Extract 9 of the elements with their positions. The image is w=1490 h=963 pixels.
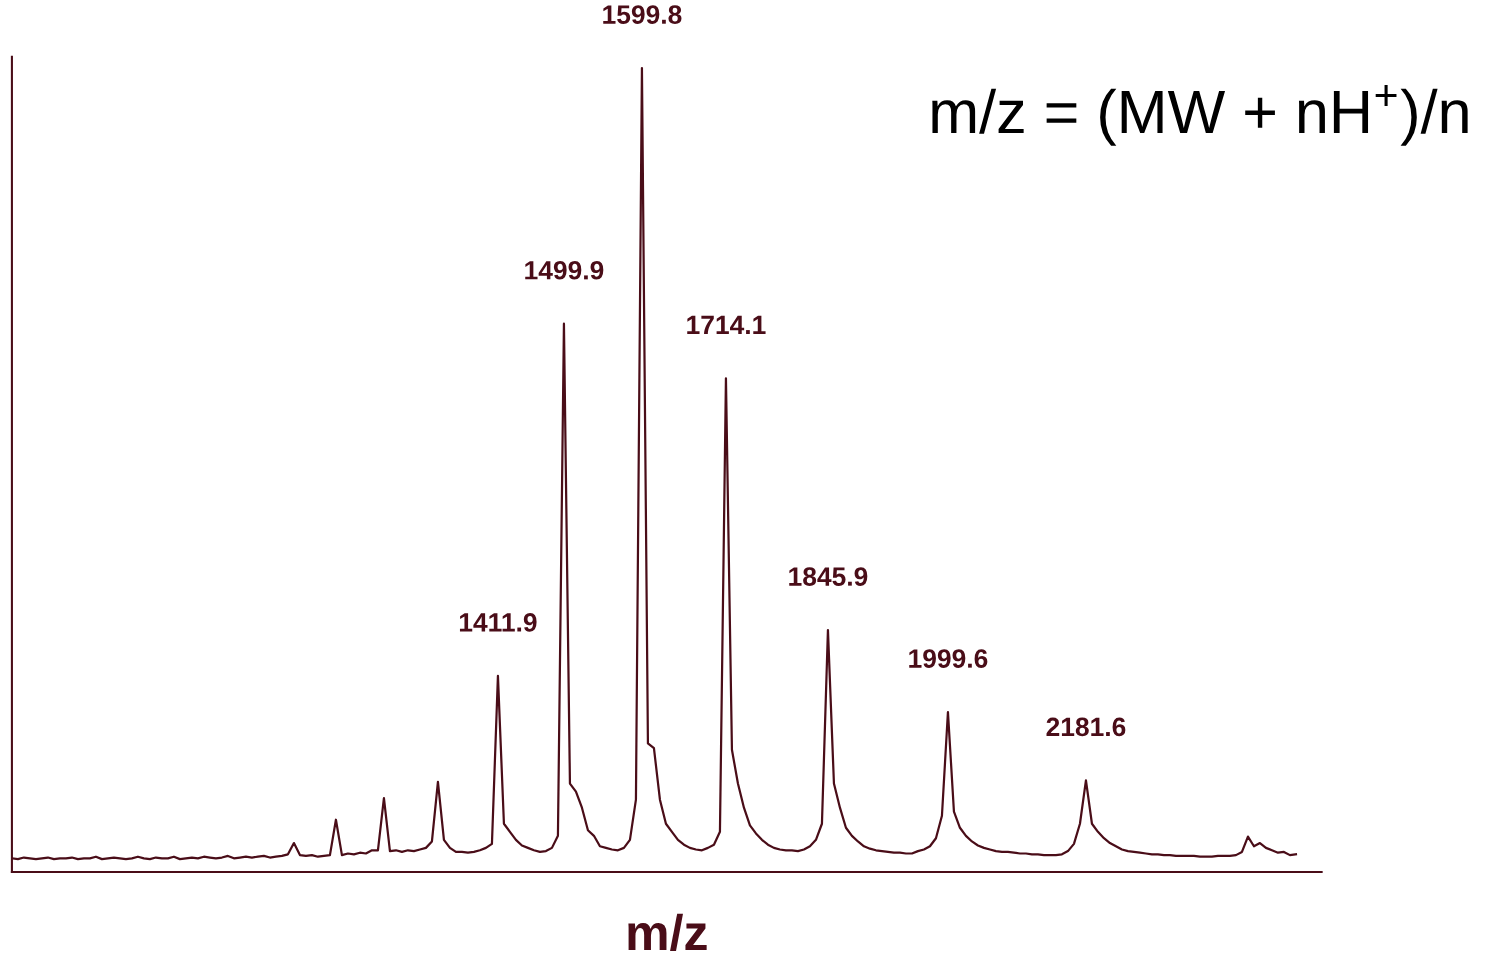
annotation: 1599.8	[603, 5, 682, 24]
x-axis-title: m/z	[628, 913, 707, 951]
annotation: 2181.6	[1046, 717, 1126, 737]
annotation: 1845.9	[789, 567, 868, 586]
annotation: 1714.1	[687, 315, 766, 335]
annotation: m/z = (MW + nH$^{+}$)/n	[932, 85, 1468, 146]
annotation: 1411.9	[459, 613, 537, 632]
annotation: 1999.6	[909, 649, 988, 668]
annotation: 1499.9	[525, 260, 604, 280]
